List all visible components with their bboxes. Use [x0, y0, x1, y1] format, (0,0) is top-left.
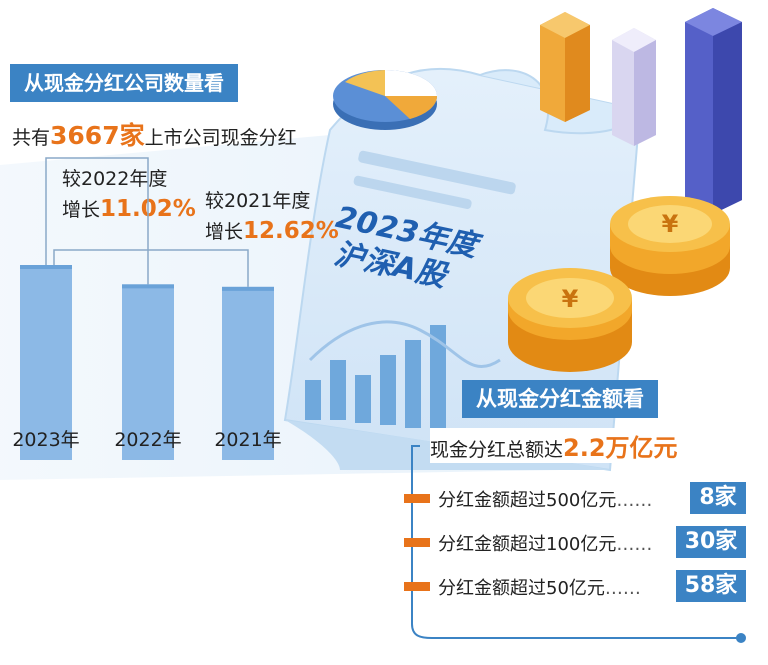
svg-text:¥: ¥	[662, 210, 679, 238]
bar-cap-1	[122, 284, 174, 289]
amount-rows: 分红金额超过500亿元…… 8家 分红金额超过100亿元…… 30家 分红金额超…	[404, 482, 754, 602]
row-label: 分红金额超过100亿元……	[438, 534, 653, 555]
bar-1	[122, 284, 174, 460]
row-count: 58家	[676, 570, 746, 602]
count-prefix: 共有	[12, 127, 51, 149]
connector-2023-2021	[53, 249, 249, 287]
total-value: 2.2万亿元	[563, 434, 678, 462]
connector-2023-2022	[45, 157, 149, 285]
row-marker	[404, 494, 430, 503]
yen-coin-icon: ¥ ¥	[508, 196, 730, 372]
bar-2	[222, 286, 274, 460]
compare-2021: 较2021年度 增长12.62%	[205, 186, 339, 247]
list-item: 分红金额超过100亿元…… 30家	[404, 526, 754, 558]
row-label: 分红金额超过50亿元……	[438, 578, 641, 599]
bar-label-2: 2021年	[214, 429, 281, 451]
section2-title: 从现金分红金额看	[462, 380, 658, 418]
list-item: 分红金额超过50亿元…… 58家	[404, 570, 754, 602]
compare-2021-prefix: 增长	[205, 221, 244, 243]
bar-blocks-icon	[540, 8, 742, 214]
row-label: 分红金额超过500亿元……	[438, 490, 653, 511]
row-marker	[404, 582, 430, 591]
total-amount-line: 现金分红总额达2.2万亿元	[430, 428, 682, 463]
count-suffix: 上市公司现金分红	[144, 127, 297, 149]
list-item: 分红金额超过500亿元…… 8家	[404, 482, 754, 514]
row-marker	[404, 538, 430, 547]
bar-cap-0	[20, 265, 72, 269]
compare-2022-prefix: 增长	[62, 199, 101, 221]
row-count: 8家	[690, 482, 746, 514]
section1-title: 从现金分红公司数量看	[10, 64, 238, 102]
total-prefix: 现金分红总额达	[430, 439, 564, 461]
compare-2022-line1: 较2022年度	[62, 168, 168, 190]
bar-cap-2	[222, 286, 274, 291]
company-count-line: 共有3667家上市公司现金分红	[12, 116, 297, 152]
count-value: 3667家	[50, 121, 145, 150]
pie-chart-icon	[333, 70, 438, 130]
bar-label-0: 2023年	[12, 429, 79, 451]
section2-bracket	[411, 445, 738, 639]
bracket-end-dot	[736, 633, 746, 643]
row-count: 30家	[676, 526, 746, 558]
compare-2021-value: 12.62%	[243, 218, 339, 244]
bar-0	[20, 265, 72, 460]
compare-2021-line1: 较2021年度	[205, 190, 311, 212]
bar-label-1: 2022年	[114, 429, 181, 451]
svg-text:¥: ¥	[562, 285, 579, 313]
company-count-bar-chart: 2023年 2022年 2021年	[12, 157, 282, 460]
